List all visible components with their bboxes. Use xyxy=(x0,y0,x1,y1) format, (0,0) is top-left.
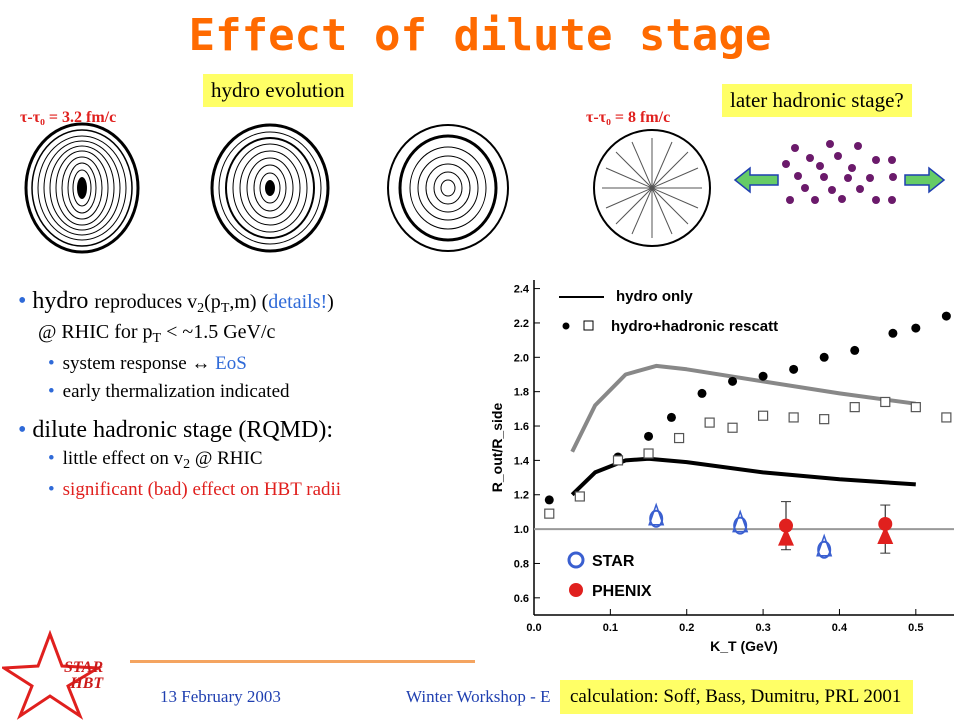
y-tick-label: 2.0 xyxy=(514,352,529,364)
phenix-point xyxy=(779,518,793,533)
y-tick-label: 1.4 xyxy=(514,455,530,467)
x-tick-label: 0.2 xyxy=(679,622,694,634)
y-tick-label: 1.6 xyxy=(514,421,529,433)
phenix-triangle-point xyxy=(778,527,794,546)
tau-label-2: τ-τ₀ = 8 fm/c xyxy=(586,109,670,126)
rescatt-filled-point xyxy=(941,311,951,321)
x-tick-label: 0.4 xyxy=(832,622,848,634)
rescatt-filled-point xyxy=(819,352,829,362)
legend-hydro-only-label: hydro only xyxy=(616,288,693,305)
hadron-cluster xyxy=(782,140,897,204)
y-axis-label: R_out/R_side xyxy=(489,403,505,493)
rescatt-filled-point xyxy=(666,412,676,422)
star-triangle-point xyxy=(816,533,833,557)
y-tick-label: 1.8 xyxy=(514,387,529,399)
star-point xyxy=(649,509,664,528)
citation: calculation: Soff, Bass, Dumitru, PRL 20… xyxy=(560,680,914,714)
rescatt-open-point xyxy=(819,414,830,425)
rescatt-open-point xyxy=(643,448,654,459)
rescatt-open-point xyxy=(544,508,555,519)
rescatt-filled-point xyxy=(644,431,654,441)
rescatt-filled-point xyxy=(758,371,768,381)
rescatt-open-point xyxy=(849,402,860,413)
later-hadronic-stage-label: later hadronic stage? xyxy=(722,84,912,117)
legend-rescatt-label: hydro+hadronic rescatt xyxy=(611,318,778,335)
details-link[interactable]: details! xyxy=(268,291,328,313)
y-tick-label: 2.4 xyxy=(514,284,530,296)
legend-rescatt-open-swatch xyxy=(583,320,594,331)
legend-rescatt-filled-swatch xyxy=(562,322,570,330)
rescatt-filled-point xyxy=(789,364,799,374)
legend-star-label: STAR xyxy=(592,553,635,570)
rescatt-open-point xyxy=(704,417,715,428)
tau-label-1: τ-τ₀ = 3.2 fm/c xyxy=(20,109,116,126)
hydro-evolution-illustration: τ-τ₀ = 3.2 fm/c τ-τ₀ = 8 fm/c xyxy=(20,109,946,254)
sub-bullet-significant-effect: • significant (bad) effect on HBT radii xyxy=(48,479,342,500)
star-logo-icon xyxy=(2,630,103,720)
phenix-point xyxy=(878,516,893,531)
footer-workshop: Winter Workshop - E xyxy=(406,687,551,706)
rescatt-filled-point xyxy=(697,388,707,398)
legend-star-swatch xyxy=(567,551,585,569)
plot-area xyxy=(534,280,954,615)
star-triangle-point xyxy=(648,502,665,526)
rescatt-open-point xyxy=(612,455,624,466)
contour-plot-3 xyxy=(387,124,509,252)
star-hbt-logo-text: STAR HBT xyxy=(64,659,104,692)
star-point xyxy=(817,540,832,559)
right-arrow-icon xyxy=(904,166,946,194)
y-tick-label: 0.8 xyxy=(514,558,529,570)
rescatt-open-point xyxy=(757,410,769,421)
legend-phenix-label: PHENIX xyxy=(592,583,652,600)
bullet-dilute-stage: • dilute hadronic stage (RQMD): xyxy=(18,417,334,443)
x-tick-label: 0.1 xyxy=(603,622,618,634)
legend-phenix-swatch xyxy=(569,583,583,597)
hydro-only-curve xyxy=(570,456,916,497)
y-tick-label: 1.2 xyxy=(514,490,529,502)
contour-plot-4 xyxy=(593,129,711,247)
x-tick-label: 0.0 xyxy=(526,622,541,634)
x-axis-label: K_T (GeV) xyxy=(710,638,778,654)
hydro-evolution-label: hydro evolution xyxy=(203,74,353,107)
y-tick-label: 2.2 xyxy=(514,318,529,330)
phenix-triangle-point xyxy=(877,525,894,544)
footer-rule xyxy=(130,660,475,663)
x-tick-label: 0.3 xyxy=(755,622,770,634)
y-tick-label: 1.0 xyxy=(514,524,529,536)
bullet-list: • hydro reproduces v2(pT,m) (details!) @ … xyxy=(18,288,488,507)
x-tick-label: 0.5 xyxy=(908,622,923,634)
rescatt-filled-point xyxy=(888,328,898,338)
slide-title: Effect of dilute stage xyxy=(188,10,772,61)
star-triangle-point xyxy=(732,509,749,533)
rescatt-open-point xyxy=(727,422,738,433)
rescatt-filled-point xyxy=(728,376,738,386)
sub-bullet-early-thermalization: • early thermalization indicated xyxy=(48,381,290,402)
contour-plot-1 xyxy=(24,122,140,254)
footer-date: 13 February 2003 xyxy=(160,687,281,706)
rescatt-filled-point xyxy=(850,345,860,355)
bullet-hydro: • hydro reproduces v2(pT,m) (details!) xyxy=(18,288,334,316)
contour-plot-2 xyxy=(210,123,330,253)
rescatt-open-point xyxy=(941,412,952,423)
sub-bullet-little-effect: • little effect on v2 @ RHIC xyxy=(48,448,263,472)
rescatt-filled-point xyxy=(911,323,921,333)
hydro-only-curve xyxy=(570,363,917,453)
rescatt-open-point xyxy=(574,491,585,502)
left-arrow-icon xyxy=(733,166,779,194)
sub-bullet-system-response: • system response ↔ EoS xyxy=(48,353,247,374)
rescatt-open-point xyxy=(788,412,799,423)
hbt-ratio-chart: 0.6 0.8 1.0 1.2 1.4 1.6 1.8 2.0 2.2 2.4 0.0 0.1 0.2 0… xyxy=(489,280,954,654)
y-tick-label: 0.6 xyxy=(514,593,529,605)
rescatt-open-point xyxy=(673,432,685,444)
rescatt-open-point xyxy=(910,402,921,413)
rescatt-filled-point xyxy=(544,495,554,505)
bullet-hydro-line2: @ RHIC for pT < ~1.5 GeV/c xyxy=(38,321,276,346)
rescatt-open-point xyxy=(880,396,891,408)
star-point xyxy=(733,516,748,535)
